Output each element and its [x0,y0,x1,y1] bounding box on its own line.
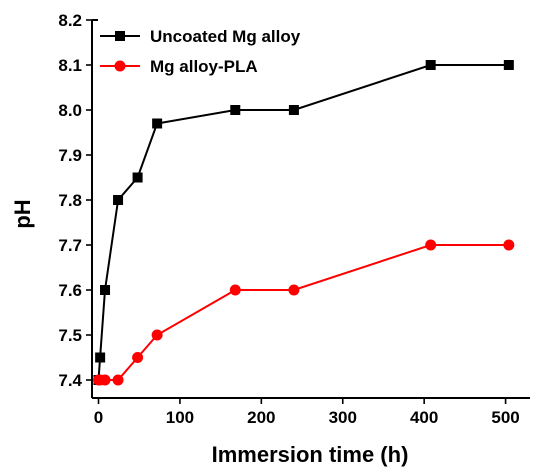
y-tick-label: 8.1 [58,56,82,75]
y-tick-label: 7.5 [58,326,82,345]
x-tick-label: 200 [247,408,275,427]
y-axis-title: pH [10,199,35,228]
x-tick-label: 400 [410,408,438,427]
data-point [132,352,144,363]
data-point [288,284,300,296]
data-point [100,285,111,295]
legend: Uncoated Mg alloy Mg alloy-PLA [100,27,301,76]
data-point [425,60,436,70]
data-point [132,172,143,183]
series-0 [93,60,514,385]
y-tick-label: 7.8 [58,191,82,210]
x-tick-label: 0 [94,408,103,427]
x-tick-label: 100 [166,408,194,427]
ticks: 7.4 7.5 7.6 7.7 7.8 7.9 8.0 8.1 8.2 0 100 200 300 400… [58,11,519,427]
y-tick-label: 7.9 [58,146,82,165]
x-tick-label: 300 [329,408,357,427]
y-tick-label: 7.4 [58,371,82,390]
legend-label-pla: Mg alloy-PLA [150,57,258,76]
y-tick-label: 8.0 [58,101,82,120]
series-1 [93,239,515,386]
y-tick-label: 7.7 [58,236,82,255]
x-tick-label: 500 [491,408,519,427]
data-point [503,239,515,251]
series-line [98,244,509,381]
data-point [503,60,514,70]
data-point [112,374,124,386]
data-point [99,374,111,386]
axes [91,19,530,399]
y-tick-label: 7.6 [58,281,82,300]
series-layer [93,60,515,386]
data-point [230,105,241,115]
series-line [97,64,509,381]
data-point [151,329,163,341]
data-point [425,239,437,251]
legend-label-uncoated: Uncoated Mg alloy [150,27,301,46]
data-point [95,352,106,363]
data-point [152,118,163,129]
data-point [113,195,124,205]
data-point [288,105,299,115]
legend-marker-pla [114,60,126,72]
y-tick-label: 8.2 [58,11,82,30]
data-point [229,284,241,296]
x-axis-title: Immersion time (h) [212,442,409,467]
legend-marker-uncoated [115,31,125,41]
